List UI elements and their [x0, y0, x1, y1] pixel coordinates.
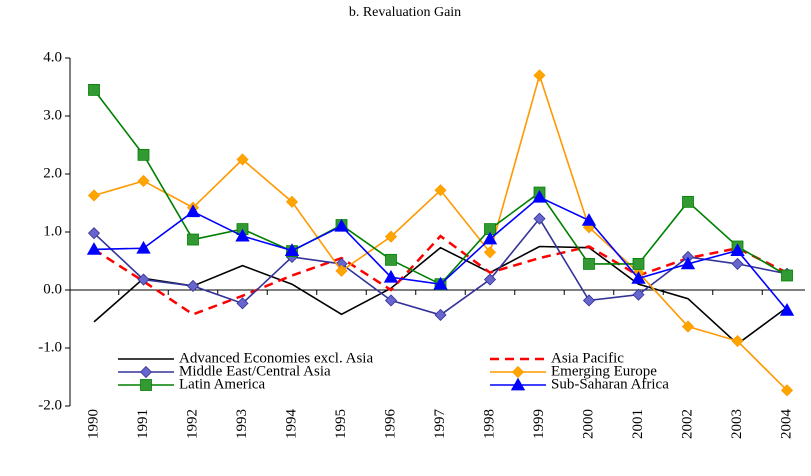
- x-tick-label: 2001: [630, 409, 646, 439]
- marker: [731, 334, 744, 348]
- marker: [682, 195, 694, 208]
- legend-label: Advanced Economies excl. Asia: [179, 350, 373, 366]
- legend-label: Middle East/Central Asia: [179, 363, 331, 379]
- marker: [87, 227, 101, 240]
- marker: [86, 242, 102, 255]
- x-tick-label: 1998: [481, 409, 497, 439]
- x-tick-label: 2002: [679, 409, 695, 439]
- marker: [730, 243, 745, 256]
- marker: [434, 308, 447, 322]
- marker: [334, 218, 349, 232]
- x-tick-label: 1992: [184, 409, 200, 439]
- marker: [137, 174, 150, 188]
- marker: [731, 257, 744, 270]
- marker: [187, 233, 199, 246]
- y-tick-label: 3.0: [43, 107, 62, 123]
- marker: [780, 384, 794, 397]
- marker: [88, 84, 100, 96]
- marker: [137, 273, 150, 286]
- x-tick-label: 1996: [382, 409, 398, 440]
- marker: [483, 273, 497, 286]
- marker: [236, 153, 249, 166]
- y-tick-label: 2.0: [43, 165, 62, 181]
- legend-label: Latin America: [179, 376, 266, 392]
- x-tick-label: 1990: [85, 409, 101, 439]
- marker: [681, 320, 695, 333]
- marker: [483, 246, 497, 259]
- y-tick-label: -2.0: [38, 397, 62, 413]
- marker: [511, 365, 525, 379]
- marker: [680, 256, 696, 270]
- marker: [582, 294, 596, 307]
- marker: [510, 377, 526, 391]
- x-tick-label: 1995: [333, 409, 349, 439]
- marker: [385, 253, 397, 266]
- marker: [284, 243, 300, 256]
- marker: [433, 276, 448, 290]
- series-line: [93, 72, 788, 391]
- marker: [533, 212, 546, 225]
- marker: [631, 271, 646, 284]
- legend-label: Sub-Saharan Africa: [551, 376, 669, 392]
- marker: [581, 213, 597, 226]
- chart-title: b. Revaluation Gain: [349, 5, 461, 20]
- marker: [140, 379, 152, 391]
- marker: [779, 302, 795, 316]
- y-tick-label: -1.0: [38, 339, 62, 355]
- marker: [434, 184, 447, 197]
- marker: [384, 230, 398, 243]
- x-tick-label: 2000: [580, 409, 596, 439]
- marker: [533, 69, 546, 82]
- x-tick-label: 2004: [778, 409, 794, 440]
- marker: [185, 204, 201, 218]
- legend-label: Asia Pacific: [551, 350, 624, 366]
- marker: [532, 189, 547, 203]
- x-tick-label: 1999: [531, 409, 547, 439]
- x-tick-label: 1993: [234, 409, 250, 439]
- marker: [139, 365, 153, 379]
- marker: [87, 189, 101, 202]
- x-tick-label: 1994: [283, 409, 299, 440]
- marker: [186, 279, 200, 293]
- marker: [583, 257, 595, 270]
- series-line: [93, 234, 788, 316]
- marker: [136, 240, 151, 254]
- marker: [384, 294, 398, 307]
- marker: [235, 228, 250, 242]
- marker: [781, 269, 793, 282]
- marker: [632, 257, 645, 270]
- marker: [236, 297, 249, 310]
- legend-label: Emerging Europe: [551, 363, 657, 379]
- marker: [482, 231, 498, 245]
- marker: [383, 269, 399, 283]
- x-tick-label: 2003: [729, 409, 745, 439]
- marker: [285, 195, 299, 208]
- y-tick-label: 4.0: [43, 49, 62, 65]
- series-line: [93, 245, 788, 345]
- marker: [632, 288, 645, 301]
- y-tick-label: 1.0: [43, 223, 62, 239]
- marker: [335, 264, 348, 277]
- x-tick-label: 1991: [135, 409, 151, 439]
- marker: [137, 148, 150, 161]
- y-tick-label: 0.0: [43, 281, 62, 297]
- x-tick-label: 1997: [432, 409, 448, 440]
